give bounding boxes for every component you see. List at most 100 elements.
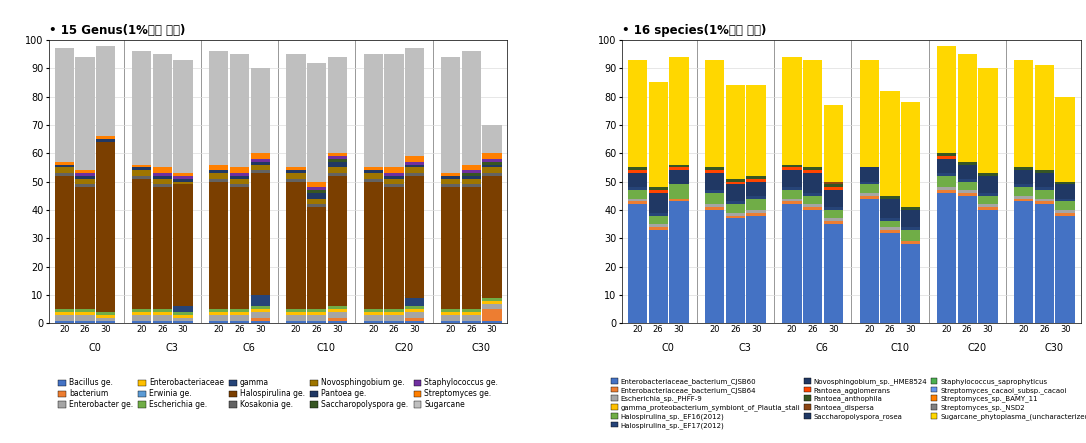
Bar (1056, 97, 1075, 182)
Bar (230, 176, 249, 179)
Bar (153, 179, 172, 184)
Bar (803, 60, 822, 167)
Bar (54, 321, 74, 323)
Bar (54, 315, 74, 321)
Bar (96, 315, 115, 318)
Bar (860, 182, 879, 184)
Bar (131, 176, 151, 179)
Bar (364, 312, 383, 315)
Bar (881, 227, 899, 230)
Bar (210, 165, 228, 170)
Bar (628, 60, 647, 167)
Bar (174, 60, 192, 173)
Bar (174, 318, 192, 321)
Bar (230, 54, 249, 167)
Bar (287, 54, 306, 167)
Bar (881, 91, 899, 196)
Bar (648, 230, 668, 323)
Bar (462, 315, 481, 321)
Bar (823, 218, 843, 222)
Bar (230, 321, 249, 323)
Bar (782, 165, 801, 167)
Bar (782, 190, 801, 198)
Bar (1014, 196, 1034, 198)
Bar (75, 309, 94, 312)
Bar (860, 193, 879, 196)
Bar (230, 315, 249, 321)
Bar (251, 321, 269, 323)
Bar (669, 167, 689, 170)
Bar (628, 187, 647, 190)
Bar (230, 179, 249, 184)
Legend: Enterobacteriaceae_bacterium_CJSB60, Enterobacteriaceae_bacterium_CJSB64, Escher: Enterobacteriaceae_bacterium_CJSB60, Ent… (608, 375, 1086, 431)
Text: C6: C6 (816, 343, 829, 353)
Bar (54, 176, 74, 309)
Text: • 15 Genus(1%이상 존재): • 15 Genus(1%이상 존재) (49, 24, 186, 37)
Bar (958, 196, 976, 323)
Bar (131, 321, 151, 323)
Bar (307, 190, 327, 193)
Bar (803, 196, 822, 204)
Bar (462, 173, 481, 176)
Bar (823, 210, 843, 218)
Bar (803, 170, 822, 173)
Bar (210, 315, 228, 321)
Bar (669, 184, 689, 198)
Bar (75, 173, 94, 176)
Bar (937, 159, 956, 173)
Bar (746, 85, 766, 176)
Bar (628, 202, 647, 204)
Bar (901, 207, 920, 210)
Bar (803, 210, 822, 323)
Bar (1035, 204, 1055, 323)
Bar (364, 179, 383, 182)
Bar (405, 156, 425, 162)
Bar (937, 153, 956, 156)
Bar (384, 184, 404, 187)
Bar (482, 165, 502, 167)
Bar (958, 182, 976, 190)
Bar (441, 184, 460, 187)
Bar (210, 173, 228, 179)
Bar (901, 230, 920, 241)
Bar (669, 57, 689, 165)
Bar (482, 159, 502, 162)
Bar (782, 204, 801, 323)
Bar (628, 167, 647, 170)
Text: C30: C30 (1045, 343, 1063, 353)
Bar (153, 312, 172, 315)
Bar (482, 176, 502, 298)
Bar (978, 210, 998, 323)
Text: C3: C3 (165, 343, 178, 353)
Bar (96, 318, 115, 321)
Bar (881, 198, 899, 218)
Bar (210, 321, 228, 323)
Bar (384, 167, 404, 173)
Bar (287, 312, 306, 315)
Bar (230, 312, 249, 315)
Bar (328, 159, 348, 162)
Bar (978, 207, 998, 210)
Bar (901, 244, 920, 323)
Bar (287, 167, 306, 170)
Bar (328, 167, 348, 173)
Legend: Bacillus ge., bacterium, Enterobacter ge., Enterobacteriaceae, Erwinia ge., Esch: Bacillus ge., bacterium, Enterobacter ge… (55, 375, 501, 412)
Bar (705, 204, 724, 207)
Bar (1014, 202, 1034, 323)
Bar (803, 193, 822, 196)
Bar (54, 48, 74, 162)
Bar (978, 173, 998, 176)
Bar (210, 170, 228, 173)
Bar (1035, 173, 1055, 187)
Bar (725, 216, 745, 218)
Bar (746, 179, 766, 182)
Bar (54, 173, 74, 176)
Bar (328, 173, 348, 176)
Bar (937, 176, 956, 187)
Bar (75, 312, 94, 315)
Bar (307, 204, 327, 207)
Bar (441, 309, 460, 312)
Bar (782, 187, 801, 190)
Bar (328, 318, 348, 321)
Bar (405, 307, 425, 309)
